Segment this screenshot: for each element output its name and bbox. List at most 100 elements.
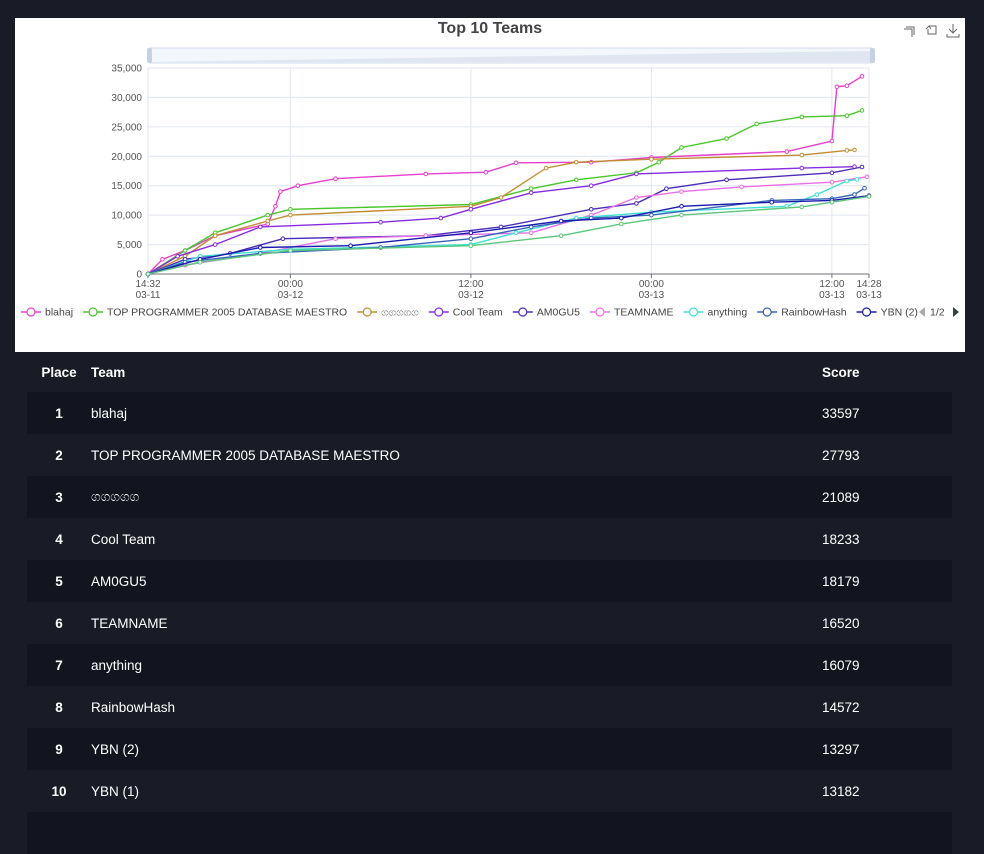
legend-item[interactable]: TOP PROGRAMMER 2005 DATABASE MAESTRO (83, 307, 347, 319)
data-point[interactable] (859, 108, 865, 113)
data-point[interactable] (468, 243, 474, 248)
data-point[interactable] (573, 177, 579, 183)
zoom-reset-icon[interactable] (925, 25, 937, 35)
data-point[interactable] (799, 165, 805, 171)
legend-item[interactable]: anything (683, 307, 747, 319)
data-point[interactable] (543, 165, 549, 171)
data-point[interactable] (739, 184, 744, 190)
data-point[interactable] (769, 199, 775, 205)
data-point[interactable] (528, 186, 534, 191)
data-point[interactable] (844, 178, 850, 184)
data-point[interactable] (754, 121, 760, 127)
data-point[interactable] (258, 224, 263, 230)
data-point[interactable] (814, 192, 820, 197)
data-point[interactable] (273, 204, 278, 209)
data-point[interactable] (679, 145, 684, 150)
data-point[interactable] (288, 207, 293, 212)
zoom-handle-right[interactable] (870, 48, 875, 63)
download-icon[interactable] (946, 24, 960, 38)
data-point[interactable] (829, 199, 835, 205)
data-point[interactable] (834, 84, 840, 90)
data-point[interactable] (182, 248, 188, 253)
legend-item[interactable]: RainbowHash (757, 307, 847, 319)
data-point[interactable] (679, 212, 684, 218)
data-point[interactable] (829, 179, 835, 185)
data-point[interactable] (333, 176, 338, 181)
data-point[interactable] (528, 230, 534, 236)
data-point[interactable] (573, 159, 579, 165)
data-point[interactable] (197, 259, 203, 265)
zoom-handle-left[interactable] (147, 48, 152, 63)
data-point[interactable] (378, 219, 383, 225)
data-point[interactable] (438, 215, 444, 221)
data-point[interactable] (498, 195, 504, 200)
data-point[interactable] (619, 221, 624, 227)
data-point[interactable] (348, 243, 353, 248)
data-point[interactable] (558, 218, 564, 224)
data-point[interactable] (145, 271, 151, 277)
data-point[interactable] (852, 147, 857, 153)
data-zoom-slider[interactable] (147, 47, 875, 64)
data-point[interactable] (280, 236, 286, 241)
data-point[interactable] (619, 215, 624, 221)
data-point[interactable] (866, 194, 872, 199)
data-point[interactable] (295, 183, 301, 188)
data-point[interactable] (288, 212, 293, 218)
data-point[interactable] (634, 171, 639, 177)
data-point[interactable] (333, 236, 338, 241)
data-point[interactable] (844, 83, 850, 88)
data-point[interactable] (468, 230, 474, 236)
data-point[interactable] (679, 189, 684, 194)
data-point[interactable] (829, 170, 835, 176)
legend-item[interactable]: blahaj (21, 307, 73, 319)
data-point[interactable] (265, 212, 271, 218)
data-point[interactable] (483, 169, 489, 175)
data-point[interactable] (799, 114, 805, 120)
data-point[interactable] (558, 233, 564, 238)
zoom-icon[interactable] (904, 26, 915, 37)
data-point[interactable] (854, 177, 860, 182)
data-point[interactable] (862, 185, 867, 191)
data-point[interactable] (468, 207, 474, 212)
data-point[interactable] (649, 212, 654, 218)
data-point[interactable] (160, 257, 165, 262)
legend-next-icon[interactable] (953, 307, 959, 317)
data-point[interactable] (724, 177, 729, 183)
legend-item[interactable]: TEAMNAME (589, 307, 674, 319)
data-point[interactable] (212, 233, 218, 238)
data-point[interactable] (528, 190, 534, 196)
data-point[interactable] (864, 174, 870, 180)
data-point[interactable] (852, 192, 857, 197)
data-point[interactable] (634, 195, 639, 200)
data-point[interactable] (634, 201, 639, 206)
data-point[interactable] (468, 236, 474, 241)
data-point[interactable] (664, 186, 669, 191)
data-point[interactable] (859, 164, 865, 170)
legend-item[interactable]: YBN (2) (856, 307, 918, 319)
data-point[interactable] (799, 204, 805, 210)
legend-item[interactable]: ගගගගග (357, 307, 419, 319)
data-point[interactable] (844, 113, 850, 118)
data-point[interactable] (679, 204, 684, 209)
legend-prev-icon[interactable] (919, 307, 925, 317)
data-point[interactable] (212, 242, 218, 247)
data-point[interactable] (859, 74, 865, 79)
data-point[interactable] (265, 218, 271, 224)
data-point[interactable] (656, 159, 662, 165)
data-point[interactable] (724, 136, 729, 141)
data-point[interactable] (588, 207, 594, 212)
data-point[interactable] (573, 215, 579, 221)
data-point[interactable] (844, 148, 850, 153)
data-point[interactable] (423, 171, 429, 177)
data-point[interactable] (258, 245, 263, 250)
data-point[interactable] (799, 152, 805, 158)
data-point[interactable] (278, 189, 283, 194)
data-point[interactable] (513, 230, 519, 236)
data-point[interactable] (784, 149, 790, 154)
data-point[interactable] (513, 160, 519, 166)
data-point[interactable] (175, 254, 180, 259)
data-point[interactable] (588, 183, 594, 188)
legend-item[interactable]: AM0GU5 (512, 307, 580, 319)
data-point[interactable] (829, 138, 835, 144)
data-point[interactable] (288, 248, 293, 253)
